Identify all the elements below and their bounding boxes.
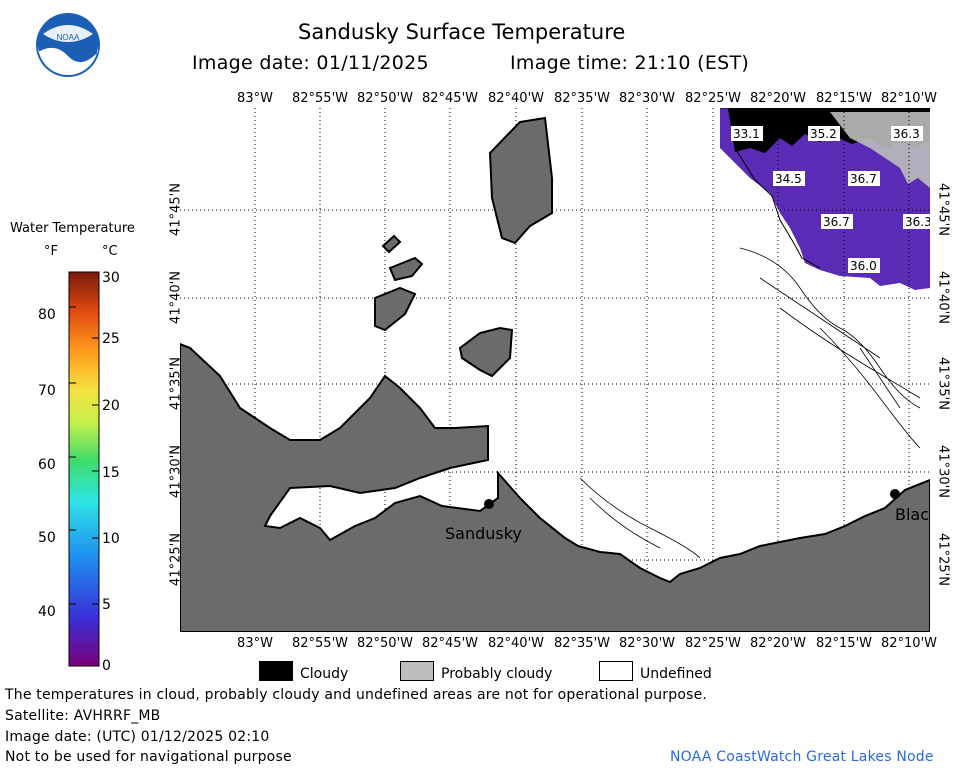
lon-label-top: 83°W	[237, 91, 273, 106]
temperature-area	[720, 108, 930, 290]
lon-label-top: 82°45'W	[421, 91, 478, 106]
lon-label-top: 82°50'W	[356, 91, 413, 106]
lon-label-bottom: 82°50'W	[356, 636, 413, 651]
temperature-label-bg	[808, 126, 840, 141]
lon-label-top: 82°10'W	[880, 91, 937, 106]
lon-label-top: 82°30'W	[618, 91, 675, 106]
disclaimer-text: The temperatures in cloud, probably clou…	[5, 687, 708, 703]
undefined-label: Undefined	[640, 666, 712, 682]
lon-label-bottom: 83°W	[237, 636, 273, 651]
lat-label-right: 41°35'N	[935, 357, 951, 410]
lat-label-left: 41°35'N	[168, 357, 184, 410]
lon-label-bottom: 82°55'W	[291, 636, 348, 651]
c-tick-label: 25	[102, 331, 120, 347]
colorbar-unit-f: °F	[44, 244, 58, 259]
lat-label-left: 41°40'N	[168, 271, 184, 324]
lon-label-bottom: 82°10'W	[880, 636, 937, 651]
cloudy-swatch	[259, 661, 293, 681]
temperature-label: 36.3	[893, 127, 920, 141]
temperature-label: 36.7	[850, 172, 877, 186]
cloudy-label: Cloudy	[300, 666, 349, 682]
lat-label-right: 41°45'N	[935, 183, 951, 236]
temperature-label: 35.2	[810, 127, 837, 141]
lon-label-bottom: 82°15'W	[815, 636, 872, 651]
lat-label-right: 41°25'N	[935, 533, 951, 586]
lon-label-bottom: 82°30'W	[618, 636, 675, 651]
temperature-label-bg	[821, 214, 853, 229]
lon-label-bottom: 82°45'W	[421, 636, 478, 651]
c-tick-label: 30	[102, 270, 120, 286]
colorbar-title: Water Temperature	[10, 221, 135, 236]
temperature-label: 36.0	[850, 259, 877, 273]
f-tick-label: 50	[38, 530, 56, 546]
utc-date-text: Image date: (UTC) 01/12/2025 02:10	[5, 729, 270, 745]
image-date: Image date: 01/11/2025	[192, 52, 429, 74]
temperature-label-bg	[773, 171, 805, 186]
lat-label-right: 41°40'N	[935, 271, 951, 324]
city-label-blac: Blac	[895, 505, 930, 524]
lon-label-top: 82°40'W	[487, 91, 544, 106]
f-tick-label: 40	[38, 604, 56, 620]
lon-label-top: 82°25'W	[684, 91, 741, 106]
lat-label-left: 41°45'N	[168, 183, 184, 236]
temperature-label: 33.1	[733, 127, 760, 141]
lake-map[interactable]: 33.1 35.2 36.3 34.5 36.7 36.7 36.3 36.0	[180, 108, 930, 632]
probably-cloudy-label: Probably cloudy	[441, 666, 553, 682]
land-south-shore	[180, 342, 930, 632]
island-north	[488, 116, 553, 245]
island-middle	[458, 326, 514, 378]
temperature-label-bg	[891, 126, 923, 141]
noaa-logo: NOAA	[36, 13, 100, 77]
lat-label-left: 41°25'N	[168, 533, 184, 586]
image-time: Image time: 21:10 (EST)	[510, 52, 750, 74]
temperature-label-bg	[848, 171, 880, 186]
temperature-label-bg	[903, 214, 930, 229]
map-title: Sandusky Surface Temperature	[298, 20, 626, 44]
colorbar-unit-c: °C	[102, 244, 118, 259]
contour-lines	[739, 247, 921, 449]
colorbar	[68, 271, 100, 667]
satellite-text: Satellite: AVHRRF_MB	[5, 708, 161, 724]
contour-lines-south	[579, 477, 701, 559]
lon-label-bottom: 82°35'W	[553, 636, 610, 651]
lat-label-left: 41°30'N	[168, 445, 184, 498]
temperature-label-bg	[848, 258, 880, 273]
lon-label-bottom: 82°20'W	[749, 636, 806, 651]
credit-link[interactable]: NOAA CoastWatch Great Lakes Node	[670, 749, 934, 765]
temperature-labels: 33.1 35.2 36.3 34.5 36.7 36.7 36.3 36.0	[731, 126, 930, 273]
c-tick-label: 20	[102, 398, 120, 414]
lon-label-top: 82°20'W	[749, 91, 806, 106]
city-marker-sandusky	[484, 499, 494, 509]
navigation-warning: Not to be used for navigational purpose	[5, 749, 292, 765]
temperature-label: 34.5	[775, 172, 802, 186]
lon-label-bottom: 82°25'W	[684, 636, 741, 651]
lon-label-top: 82°35'W	[553, 91, 610, 106]
island-west	[374, 286, 417, 332]
lon-label-bottom: 82°40'W	[487, 636, 544, 651]
temperature-label-bg	[731, 126, 763, 141]
probably-cloudy-swatch	[400, 661, 434, 681]
city-label-sandusky: Sandusky	[445, 524, 522, 543]
island-tiny	[381, 234, 402, 254]
temperature-label: 36.3	[905, 215, 930, 229]
f-tick-label: 60	[38, 457, 56, 473]
city-marker-blac	[890, 489, 900, 499]
temperature-label: 36.7	[823, 215, 850, 229]
c-tick-label: 10	[102, 531, 120, 547]
undefined-swatch	[599, 661, 633, 681]
logo-text: NOAA	[57, 33, 80, 42]
lat-label-right: 41°30'N	[935, 445, 951, 498]
lon-label-top: 82°55'W	[291, 91, 348, 106]
c-tick-label: 5	[102, 597, 111, 613]
f-tick-label: 80	[38, 307, 56, 323]
c-tick-label: 0	[102, 658, 111, 674]
f-tick-label: 70	[38, 383, 56, 399]
lon-label-top: 82°15'W	[815, 91, 872, 106]
c-tick-label: 15	[102, 465, 120, 481]
island-small	[388, 256, 424, 282]
